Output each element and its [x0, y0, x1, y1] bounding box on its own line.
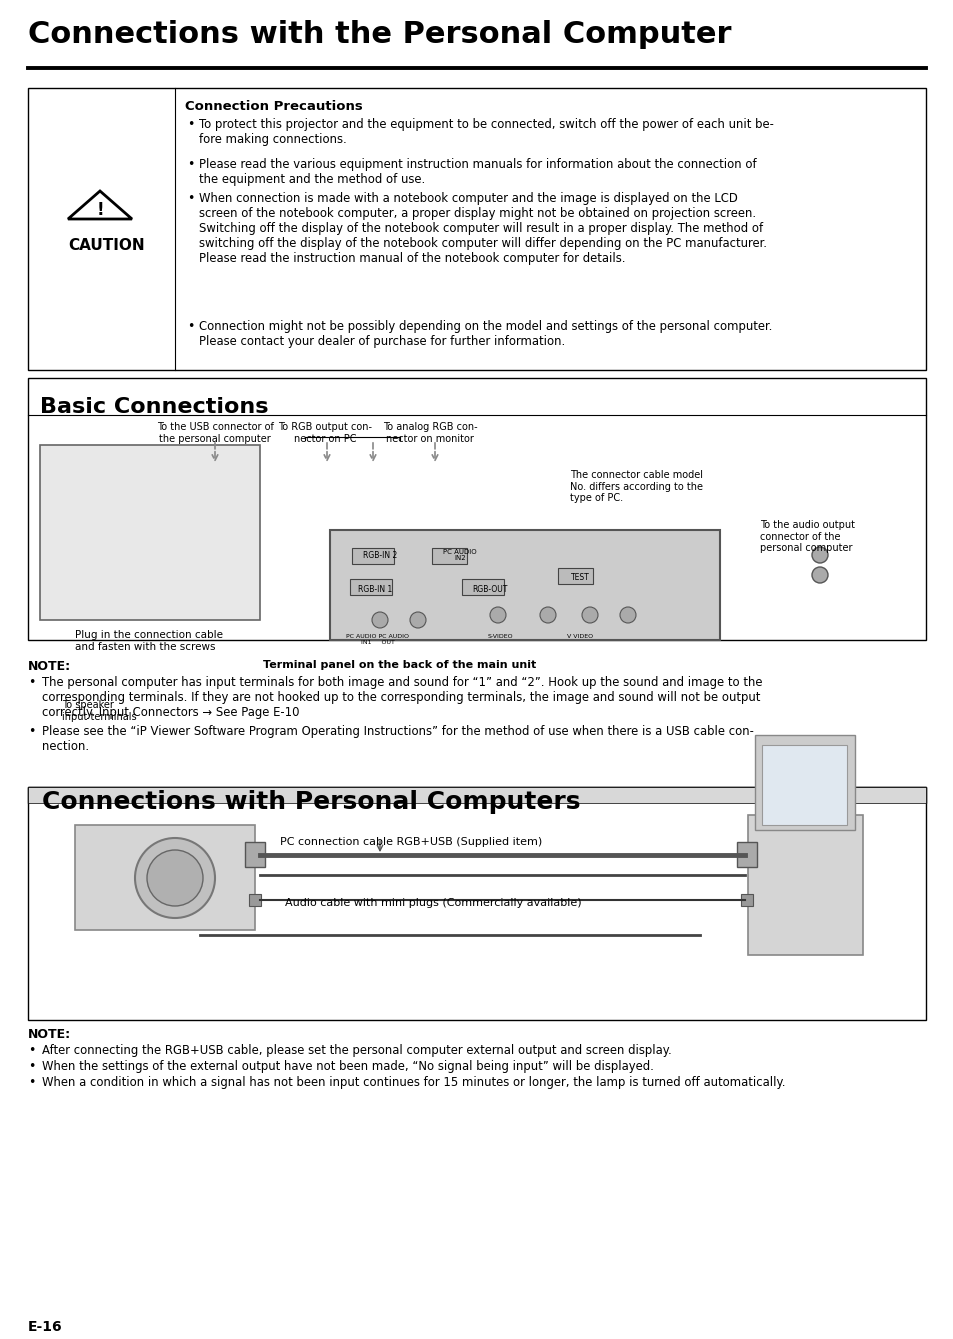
Text: To protect this projector and the equipment to be connected, switch off the powe: To protect this projector and the equipm… [199, 118, 773, 146]
Text: S-VIDEO: S-VIDEO [487, 633, 513, 639]
Bar [737, 842, 757, 866]
Text: E-16: E-16 [28, 1320, 63, 1334]
Text: CAUTION: CAUTION [68, 238, 145, 253]
Text: Plug in the connection cable
and fasten with the screws: Plug in the connection cable and fasten … [75, 631, 223, 652]
Bar [558, 568, 593, 584]
Circle shape [147, 850, 203, 907]
Text: •: • [187, 320, 194, 333]
Text: Connections with the Personal Computer: Connections with the Personal Computer [28, 20, 731, 50]
Text: NOTE:: NOTE: [28, 660, 71, 674]
Text: IN1     OUT: IN1 OUT [360, 640, 395, 644]
Circle shape [539, 607, 556, 623]
Text: When the settings of the external output have not been made, “No signal being in: When the settings of the external output… [42, 1060, 653, 1073]
Text: When a condition in which a signal has not been input continues for 15 minutes o: When a condition in which a signal has n… [42, 1077, 784, 1089]
Text: The personal computer has input terminals for both image and sound for “1” and “: The personal computer has input terminal… [42, 676, 761, 719]
Bar [28, 787, 925, 803]
Text: Connection might not be possibly depending on the model and settings of the pers: Connection might not be possibly dependi… [199, 320, 772, 348]
Text: Audio cable with mini plugs (Commercially available): Audio cable with mini plugs (Commerciall… [285, 898, 581, 908]
Circle shape [372, 612, 388, 628]
Text: •: • [187, 158, 194, 171]
Bar [461, 578, 503, 595]
Circle shape [619, 607, 636, 623]
Bar [28, 787, 925, 803]
Circle shape [135, 838, 214, 919]
Text: !: ! [96, 201, 104, 220]
Text: To speaker
input terminals: To speaker input terminals [62, 700, 136, 722]
Text: •: • [28, 676, 35, 690]
Bar [249, 894, 261, 907]
Text: Please read the various equipment instruction manuals for information about the : Please read the various equipment instru… [199, 158, 756, 186]
Text: PC connection cable RGB+USB (Supplied item): PC connection cable RGB+USB (Supplied it… [280, 837, 541, 848]
Text: To the audio output
connector of the
personal computer: To the audio output connector of the per… [760, 520, 854, 553]
Text: When connection is made with a notebook computer and the image is displayed on t: When connection is made with a notebook … [199, 191, 766, 265]
Bar [740, 894, 752, 907]
Text: Basic Connections: Basic Connections [40, 396, 268, 416]
Text: •: • [28, 1044, 35, 1056]
Bar [28, 787, 925, 1020]
Bar [747, 815, 862, 955]
Bar [432, 548, 467, 564]
Text: •: • [28, 724, 35, 738]
Circle shape [811, 548, 827, 562]
Text: Connections with Personal Computers: Connections with Personal Computers [42, 790, 579, 814]
Text: To RGB output con-
nector on PC: To RGB output con- nector on PC [277, 422, 372, 443]
Circle shape [410, 612, 426, 628]
Text: RGB-OUT: RGB-OUT [472, 585, 507, 595]
Circle shape [490, 607, 505, 623]
Bar [245, 842, 265, 866]
Bar [28, 88, 925, 370]
Text: PC AUDIO
IN2: PC AUDIO IN2 [443, 549, 476, 561]
Text: •: • [28, 1060, 35, 1073]
Bar [350, 578, 392, 595]
Text: V VIDEO: V VIDEO [566, 633, 593, 639]
Text: After connecting the RGB+USB cable, please set the personal computer external ou: After connecting the RGB+USB cable, plea… [42, 1044, 671, 1056]
Text: Terminal panel on the back of the main unit: Terminal panel on the back of the main u… [263, 660, 536, 670]
Bar [28, 378, 925, 640]
Circle shape [811, 566, 827, 582]
Bar [330, 530, 720, 640]
Text: PC AUDIO PC AUDIO: PC AUDIO PC AUDIO [346, 633, 409, 639]
Text: •: • [187, 118, 194, 131]
Bar [75, 825, 254, 931]
Text: TEST: TEST [570, 573, 589, 581]
Text: NOTE:: NOTE: [28, 1028, 71, 1040]
Bar [352, 548, 394, 564]
Bar [761, 744, 846, 825]
Text: •: • [187, 191, 194, 205]
Text: Connection Precautions: Connection Precautions [185, 100, 362, 112]
Bar [754, 735, 854, 830]
Text: To analog RGB con-
nector on monitor: To analog RGB con- nector on monitor [382, 422, 476, 443]
Circle shape [581, 607, 598, 623]
Bar [40, 445, 260, 620]
Text: The connector cable model
No. differs according to the
type of PC.: The connector cable model No. differs ac… [569, 470, 702, 503]
Text: RGB-IN 2: RGB-IN 2 [362, 550, 396, 560]
Text: •: • [28, 1077, 35, 1089]
Text: To the USB connector of
the personal computer: To the USB connector of the personal com… [156, 422, 274, 443]
Text: RGB-IN 1: RGB-IN 1 [357, 585, 392, 595]
Text: Please see the “iP Viewer Software Program Operating Instructions” for the metho: Please see the “iP Viewer Software Progr… [42, 724, 753, 753]
